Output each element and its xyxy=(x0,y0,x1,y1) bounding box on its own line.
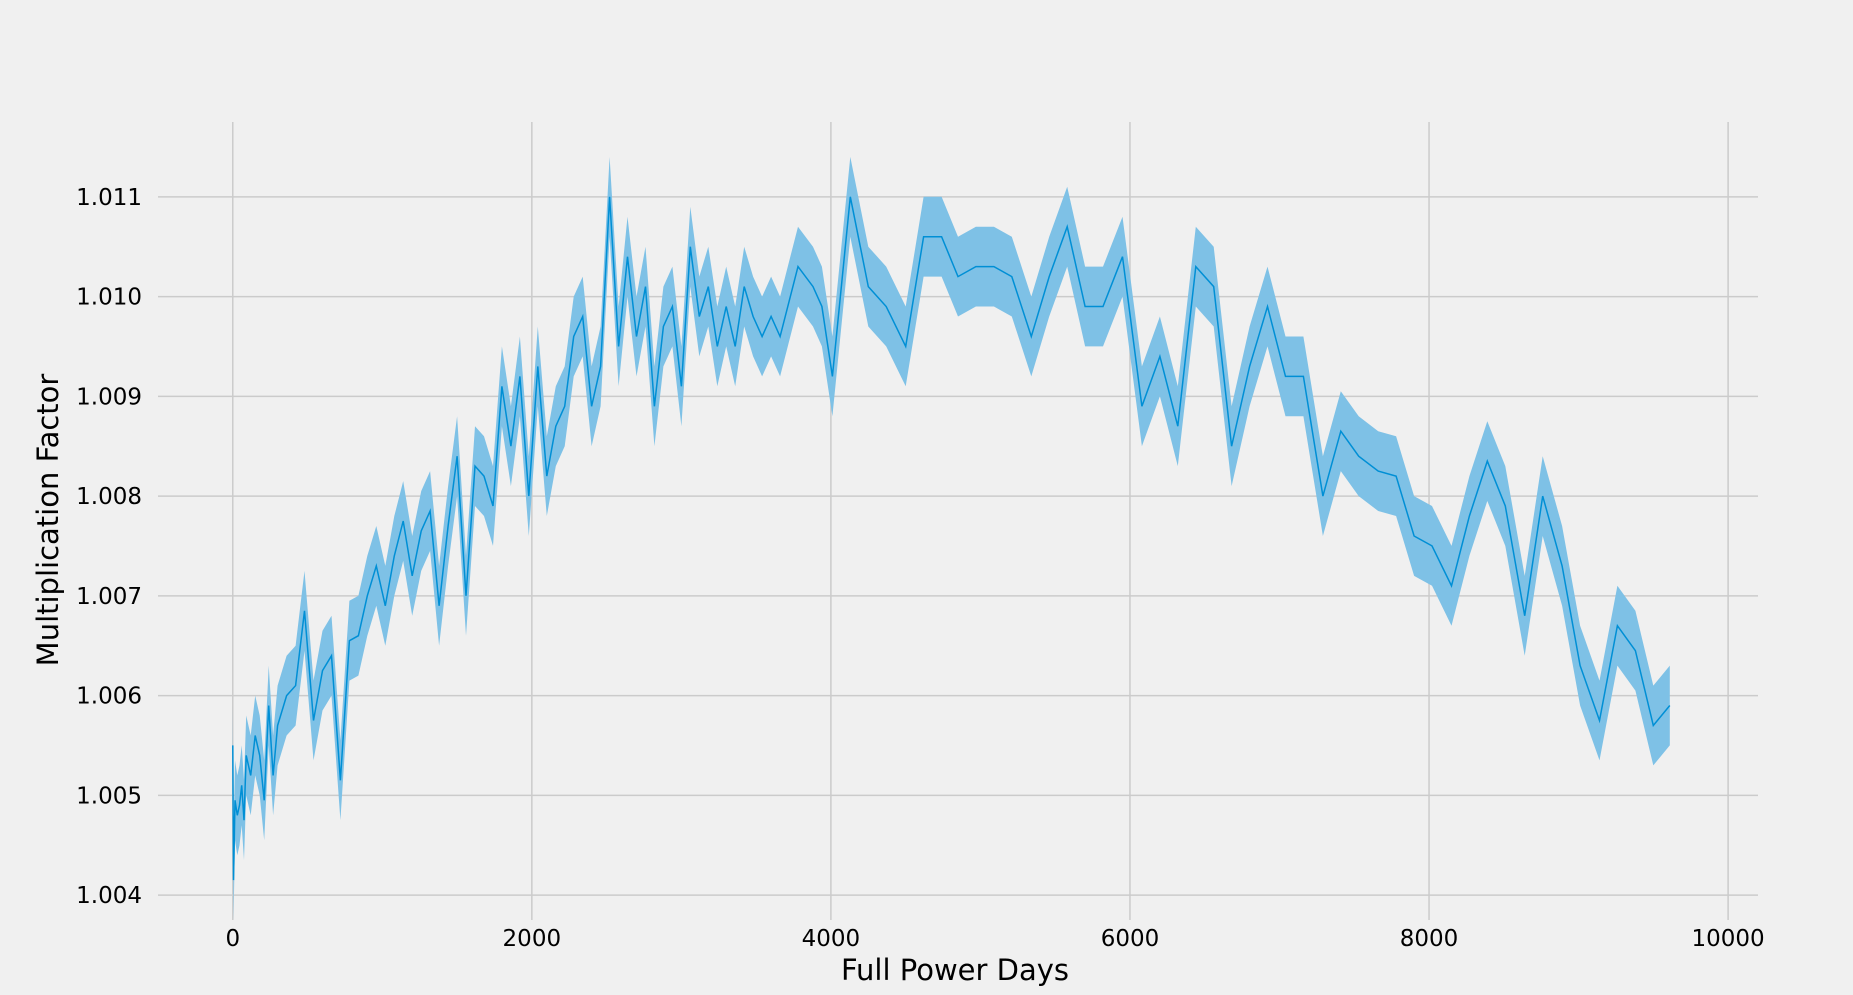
y-tick-label: 1.008 xyxy=(76,484,142,510)
y-axis-label: Multiplication Factor xyxy=(31,374,65,667)
x-tick-label: 2000 xyxy=(503,926,562,952)
y-tick-label: 1.006 xyxy=(76,684,142,710)
y-tick-label: 1.004 xyxy=(76,883,142,909)
x-tick-label: 10000 xyxy=(1692,926,1765,952)
series-line-layer xyxy=(232,196,1671,881)
y-tick-label: 1.011 xyxy=(76,185,142,211)
x-axis-ticks: 0 2000 4000 6000 8000 10000 xyxy=(225,926,1764,952)
y-tick-label: 1.005 xyxy=(76,783,142,809)
confidence-band xyxy=(232,156,1670,920)
confidence-band-layer xyxy=(232,156,1670,920)
y-tick-label: 1.009 xyxy=(76,384,142,410)
series-line xyxy=(232,196,1671,881)
x-tick-label: 6000 xyxy=(1101,926,1160,952)
x-tick-label: 4000 xyxy=(802,926,861,952)
y-tick-label: 1.010 xyxy=(76,285,142,311)
x-tick-label: 8000 xyxy=(1400,926,1459,952)
y-axis-ticks: 1.004 1.005 1.006 1.007 1.008 1.009 1.010 1.011 xyxy=(76,185,142,909)
x-axis-label: Full Power Days xyxy=(841,953,1069,987)
y-tick-label: 1.007 xyxy=(76,584,142,610)
x-tick-label: 0 xyxy=(225,926,240,952)
